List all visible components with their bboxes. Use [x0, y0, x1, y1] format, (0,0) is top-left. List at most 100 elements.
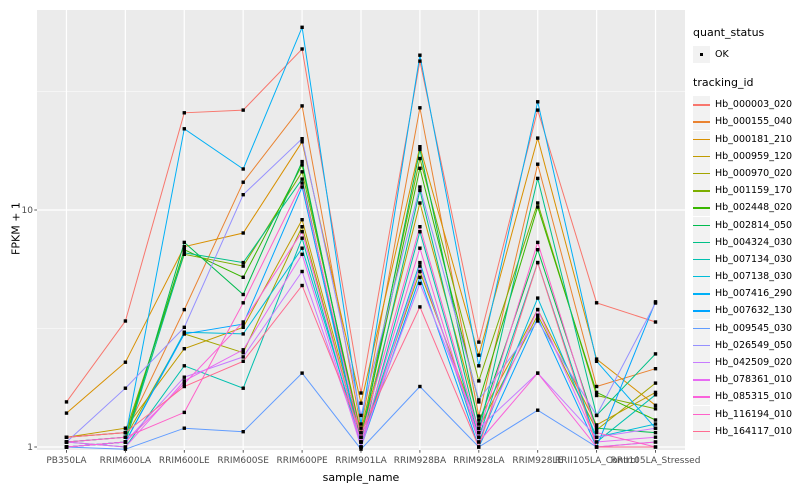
- point-marker: [182, 379, 186, 383]
- point-marker: [594, 390, 599, 395]
- point-marker: [418, 145, 422, 149]
- point-marker: [182, 426, 186, 430]
- point-marker-icon: [699, 52, 704, 57]
- legend-key-box: [693, 96, 710, 114]
- point-marker: [594, 384, 599, 389]
- point-marker: [536, 136, 540, 140]
- point-marker: [300, 47, 304, 51]
- legend-entry: Hb_000959_120: [693, 147, 799, 165]
- point-marker: [123, 440, 128, 444]
- point-marker: [536, 176, 540, 181]
- legend-item-label: Hb_000003_020: [715, 99, 793, 111]
- point-marker: [241, 167, 245, 171]
- legend-item-label: Hb_002448_020: [715, 202, 793, 214]
- legend-entry: Hb_078361_010: [693, 371, 799, 389]
- point-marker: [418, 156, 422, 161]
- legend-key-box: [693, 250, 710, 268]
- legend-color-line-icon: [693, 379, 710, 381]
- legend-entry: Hb_000970_020: [693, 164, 799, 182]
- point-marker: [418, 281, 422, 286]
- legend-entry: Hb_000003_020: [693, 96, 799, 114]
- point-marker: [123, 386, 128, 390]
- legend-color-line-icon: [693, 121, 710, 123]
- point-marker: [182, 245, 186, 249]
- point-marker: [653, 367, 658, 371]
- point-marker: [182, 111, 186, 115]
- legend-entry: Hb_000155_040: [693, 113, 799, 131]
- point-marker: [594, 428, 599, 432]
- point-marker: [123, 430, 128, 435]
- point-marker: [594, 430, 599, 435]
- point-marker: [594, 393, 599, 398]
- legend-key-box: [693, 182, 710, 200]
- point-marker: [241, 260, 245, 265]
- point-marker: [653, 445, 658, 449]
- legend-entries: Hb_000003_020 Hb_000155_040 Hb_000181_210 H…: [693, 96, 799, 440]
- point-marker: [418, 260, 422, 265]
- legend-item-label: Hb_000155_040: [715, 116, 793, 128]
- legend-key-box: [693, 371, 710, 389]
- legend-color-line-icon: [693, 172, 710, 175]
- point-marker: [182, 375, 186, 379]
- legend-title-tracking-id: tracking_id: [693, 76, 754, 90]
- legend-entry: Hb_007134_030: [693, 250, 799, 268]
- legend-item-label: Hb_000959_120: [715, 150, 793, 162]
- point-marker: [418, 147, 422, 152]
- point-marker: [241, 301, 245, 305]
- legend-key-box: [693, 199, 710, 217]
- point-marker: [182, 364, 186, 368]
- point-marker: [536, 240, 540, 245]
- point-marker: [536, 408, 540, 412]
- point-marker: [300, 159, 304, 164]
- point-marker: [418, 166, 422, 170]
- legend-item-label: Hb_009545_030: [715, 322, 793, 334]
- point-marker: [536, 313, 540, 317]
- point-marker: [300, 371, 304, 375]
- point-marker: [477, 418, 481, 422]
- point-marker: [359, 422, 363, 426]
- point-marker: [64, 445, 69, 449]
- y-tick-label: 10: [22, 206, 34, 216]
- legend-item-label: Hb_007134_030: [715, 253, 793, 265]
- legend-key-box: [693, 164, 710, 182]
- point-marker: [594, 435, 599, 439]
- x-tick-label: RRIM600LE: [159, 456, 210, 466]
- point-marker: [536, 108, 540, 112]
- legend-key-box: [693, 46, 710, 63]
- point-marker: [359, 447, 363, 451]
- point-marker: [241, 386, 245, 390]
- point-marker: [477, 445, 481, 449]
- point-marker: [123, 319, 128, 323]
- point-marker: [477, 426, 481, 430]
- point-marker: [64, 411, 69, 415]
- legend-key-box: [693, 336, 710, 354]
- point-marker: [418, 188, 422, 193]
- point-marker: [241, 351, 245, 355]
- point-marker: [653, 426, 658, 430]
- point-marker: [241, 348, 245, 352]
- legend-color-line-icon: [693, 241, 710, 244]
- legend-color-line-icon: [693, 344, 710, 347]
- point-marker: [594, 423, 599, 427]
- point-marker: [300, 177, 304, 181]
- legend-entry: Hb_116194_010: [693, 405, 799, 423]
- point-marker: [536, 371, 540, 375]
- x-tick-label: RRIM901LA: [335, 456, 387, 466]
- legend-title-quant-status: quant_status: [693, 26, 765, 39]
- point-marker: [418, 230, 422, 234]
- point-marker: [241, 292, 245, 297]
- point-marker: [300, 104, 304, 108]
- point-marker: [300, 269, 304, 274]
- x-tick-label: RRIM600SE: [217, 456, 269, 466]
- legend-color-line-icon: [693, 293, 710, 295]
- point-marker: [477, 364, 481, 368]
- point-marker: [653, 301, 658, 305]
- legend-color-line-icon: [693, 224, 710, 226]
- legend-item-label: Hb_007138_030: [715, 271, 793, 283]
- point-marker: [418, 275, 422, 279]
- point-marker: [653, 393, 658, 397]
- point-marker: [241, 320, 245, 324]
- point-marker: [359, 413, 363, 418]
- legend-entry: Hb_026549_050: [693, 336, 799, 354]
- point-marker: [536, 248, 540, 252]
